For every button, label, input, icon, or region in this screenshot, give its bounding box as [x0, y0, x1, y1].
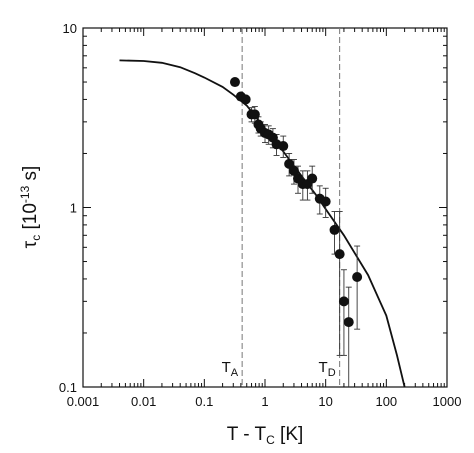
data-point	[278, 141, 289, 152]
marker-label-sub: D	[328, 367, 336, 379]
x-tick-label: 0.001	[67, 394, 100, 409]
y-axis-label: τc [10-13 s]	[18, 166, 43, 249]
marker-label-main: T	[319, 359, 328, 376]
data-point	[240, 94, 251, 105]
x-tick-label: 100	[375, 394, 397, 409]
y-tick-label: 0.1	[59, 380, 77, 395]
data-point	[338, 296, 349, 307]
marker-label-main: T	[222, 359, 231, 376]
x-tick-label: 10	[318, 394, 332, 409]
data-point	[288, 165, 299, 176]
data-point	[343, 317, 354, 328]
marker-label-sub: A	[231, 367, 239, 379]
error-bars	[248, 106, 361, 387]
data-point	[329, 224, 340, 235]
x-tick-label: 1	[261, 394, 268, 409]
x-tick-label: 1000	[433, 394, 462, 409]
data-point	[229, 77, 240, 88]
data-point	[320, 196, 331, 207]
x-axis-ticks: 0.001 0.01 0.1 1 10 100 1000	[67, 28, 462, 409]
data-point	[249, 109, 260, 120]
y-tick-label: 1	[70, 201, 77, 216]
data-point	[284, 158, 295, 169]
fit-curve-group	[119, 59, 406, 388]
data-point	[352, 272, 363, 283]
x-tick-label: 0.01	[131, 394, 156, 409]
y-axis-ticks: 0.1 1 10	[59, 21, 447, 395]
marker-label: TD	[319, 359, 336, 379]
fit-curve	[119, 59, 406, 388]
x-tick-label: 0.1	[195, 394, 213, 409]
data-points	[229, 77, 363, 328]
x-axis-label: T - TC [K]	[227, 424, 304, 447]
plot-frame	[82, 27, 448, 388]
data-point	[307, 173, 318, 184]
marker-label: TA	[222, 359, 239, 379]
y-tick-label: 10	[63, 21, 77, 36]
data-point	[334, 249, 345, 260]
